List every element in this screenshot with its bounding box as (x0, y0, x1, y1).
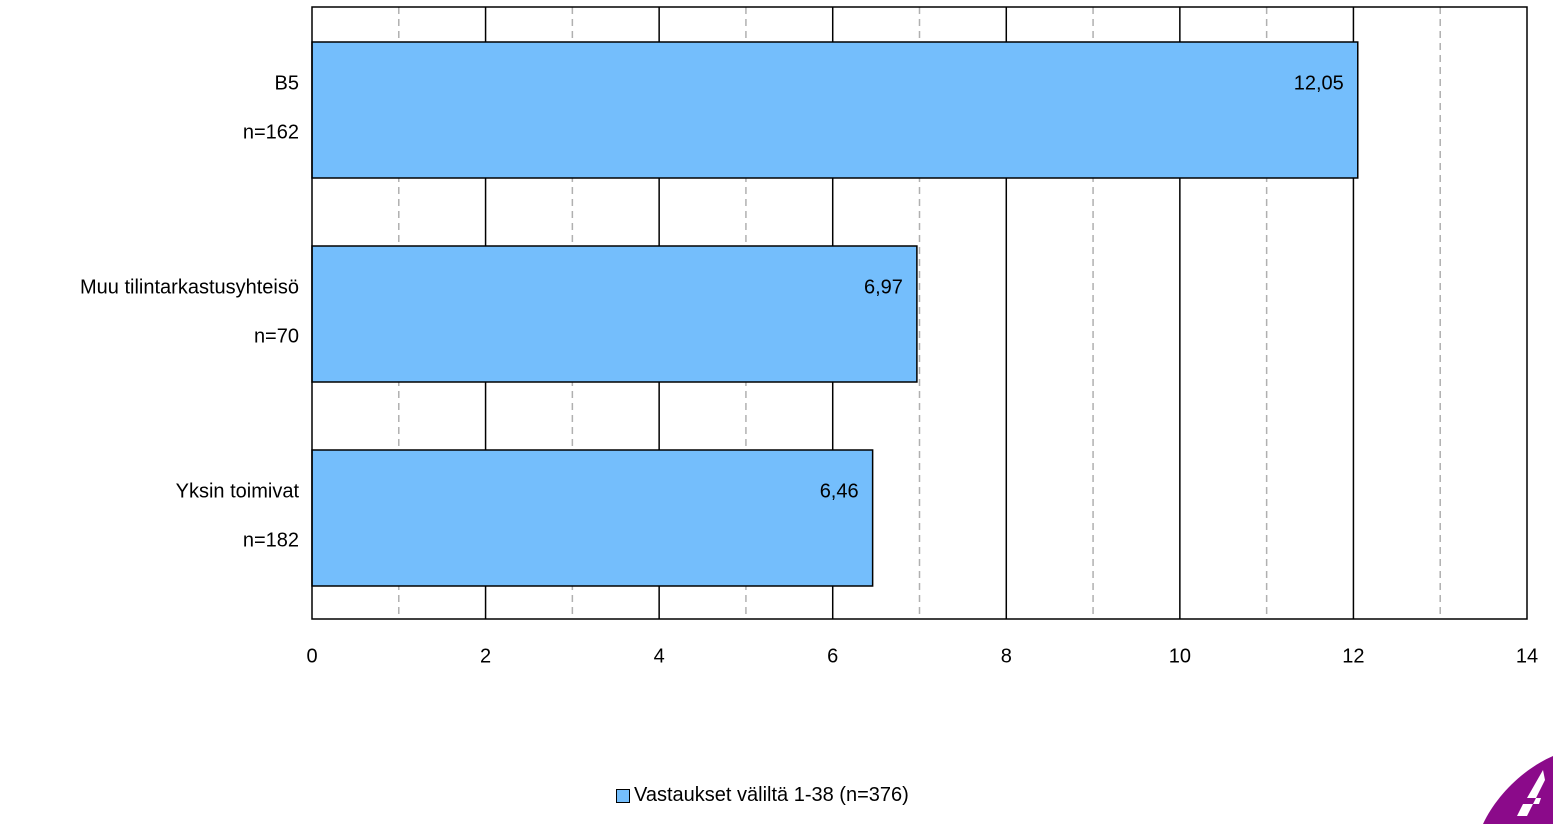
x-tick-label: 12 (1342, 645, 1364, 667)
x-tick-label: 10 (1169, 645, 1191, 667)
bar (311, 245, 918, 383)
category-n-label: n=182 (243, 529, 299, 551)
legend-swatch (616, 788, 630, 803)
category-label: Yksin toimivat (176, 480, 300, 502)
bar (311, 41, 1359, 179)
x-tick-label: 8 (1001, 645, 1012, 667)
logo-icon (1483, 756, 1553, 824)
legend-label: Vastaukset väliltä 1-38 (n=376) (634, 784, 909, 806)
x-tick-label: 4 (654, 645, 665, 667)
category-n-label: n=70 (254, 325, 299, 347)
bar (311, 449, 874, 587)
x-tick-label: 2 (480, 645, 491, 667)
data-label: 6,46 (820, 480, 859, 502)
category-n-label: n=162 (243, 121, 299, 143)
bars-group: 12,05 6,97 6,46 (311, 41, 1359, 587)
x-tick-labels: 0 2 4 6 8 10 12 14 (306, 645, 1538, 667)
category-label: B5 (275, 72, 299, 94)
plot-frame (311, 6, 1528, 620)
plot-border (311, 6, 1528, 620)
x-tick-label: 0 (306, 645, 317, 667)
x-tick-label: 14 (1516, 645, 1538, 667)
category-labels: B5 n=162 Muu tilintarkastusyhteisö n=70 Yksi… (80, 72, 299, 551)
legend: Vastaukset väliltä 1-38 (n=376) (616, 784, 909, 807)
category-label: Muu tilintarkastusyhteisö (80, 276, 299, 298)
data-label: 6,97 (864, 276, 903, 298)
data-label: 12,05 (1294, 72, 1344, 94)
x-tick-label: 6 (827, 645, 838, 667)
